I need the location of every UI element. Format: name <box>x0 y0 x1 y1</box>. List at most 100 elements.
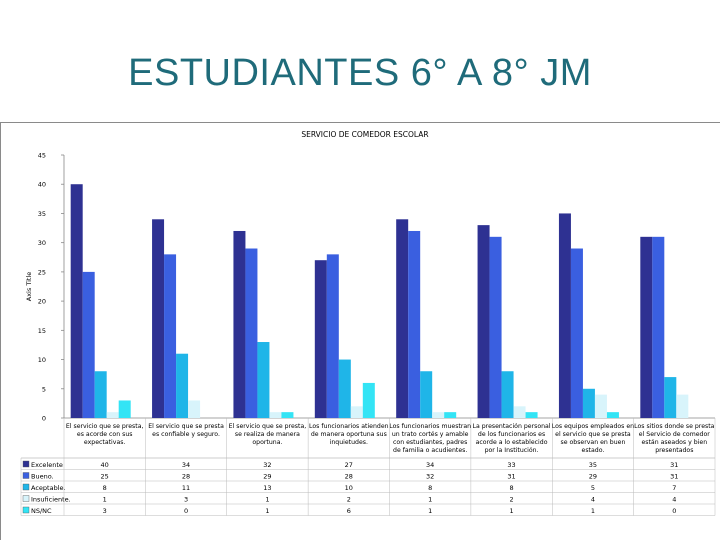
bars <box>70 184 689 418</box>
bar <box>432 412 445 418</box>
table-cell: 33 <box>507 461 515 469</box>
category-label: Los sitios donde se presta el Servicio de… <box>634 423 715 454</box>
table-cell: 3 <box>184 496 188 504</box>
bar <box>477 225 490 418</box>
bar <box>245 248 258 418</box>
table-cell: 8 <box>509 484 513 492</box>
table-cell: 31 <box>670 461 678 469</box>
table-cell: 25 <box>101 473 109 481</box>
bar <box>94 371 107 418</box>
table-cell: 1 <box>428 507 432 515</box>
bar <box>582 388 595 418</box>
bar-chart: SERVICIO DE COMEDOR ESCOLAR Axis Title 0… <box>20 130 716 516</box>
bar <box>82 271 95 418</box>
bar <box>594 394 607 418</box>
y-axis-title: Axis Title <box>25 272 33 301</box>
slide-title: ESTUDIANTES 6° A 8° JM <box>128 52 592 94</box>
bar <box>70 184 83 418</box>
y-tick-label: 25 <box>38 268 46 276</box>
data-table: El servicio que se presta, es acorde con … <box>20 418 716 516</box>
table-cell: 34 <box>182 461 190 469</box>
category-label: El servicio que se presta, se realiza de … <box>229 423 307 446</box>
bar <box>164 254 177 418</box>
bar <box>257 342 270 418</box>
y-tick-label: 10 <box>38 356 46 364</box>
table-cell: 5 <box>591 484 595 492</box>
table-cell: 32 <box>263 461 271 469</box>
table-cell: 29 <box>589 473 597 481</box>
bar <box>233 230 246 418</box>
legend-swatch <box>22 483 30 491</box>
category-label: Los funcionarios muestran un trato cortés… <box>389 423 471 454</box>
bar <box>664 377 677 418</box>
bar <box>396 219 409 418</box>
y-tick-label: 15 <box>38 327 46 335</box>
bar <box>570 248 583 418</box>
table-cell: 8 <box>428 484 432 492</box>
legend-label: Aceptable. <box>31 484 66 492</box>
legend-swatch <box>22 472 30 479</box>
legend-label: Bueno. <box>31 473 54 481</box>
table-cell: 1 <box>103 496 107 504</box>
bar <box>676 394 689 418</box>
y-axis: 0 5 10 15 20 25 30 35 40 45 <box>38 152 715 423</box>
bar <box>326 254 339 418</box>
table-cell: 4 <box>672 496 676 504</box>
bar <box>269 412 282 418</box>
table-cell: 27 <box>345 461 353 469</box>
bar <box>338 359 351 418</box>
legend-swatch <box>22 495 30 502</box>
bar <box>420 371 433 418</box>
table-cell: 31 <box>507 473 515 481</box>
y-tick-label: 5 <box>42 385 46 393</box>
table-cell: 0 <box>672 507 676 515</box>
chart-title: SERVICIO DE COMEDOR ESCOLAR <box>301 130 428 139</box>
bar <box>314 260 327 418</box>
table-cell: 2 <box>509 496 513 504</box>
table-cell: 7 <box>672 484 676 492</box>
bar <box>281 412 294 418</box>
category-label: Los funcionarios atienden de manera oport… <box>309 423 389 446</box>
legend-label: Insuficiente. <box>31 496 71 504</box>
table-cell: 1 <box>591 507 595 515</box>
y-tick-label: 40 <box>38 181 46 189</box>
bar <box>106 412 119 418</box>
bar <box>558 213 571 418</box>
bar <box>513 406 526 418</box>
legend-swatch <box>22 506 30 514</box>
category-label: El servicio que se presta es confiable y … <box>148 423 224 438</box>
bar <box>118 400 131 418</box>
bar <box>362 382 375 418</box>
bar <box>501 371 514 418</box>
table-cell: 3 <box>103 507 107 515</box>
y-tick-label: 30 <box>38 239 46 247</box>
table-cell: 0 <box>184 507 188 515</box>
chart-frame: SERVICIO DE COMEDOR ESCOLAR Axis Title 0… <box>0 122 720 540</box>
table-cell: 32 <box>426 473 434 481</box>
bar <box>444 412 457 418</box>
table-cell: 29 <box>263 473 271 481</box>
category-label: La presentación personal de los funcionar… <box>473 422 551 454</box>
table-cell: 10 <box>345 484 353 492</box>
legend-swatch <box>22 460 30 468</box>
bar <box>489 236 502 418</box>
y-tick-label: 0 <box>42 415 46 423</box>
legend-label: NS/NC <box>31 507 52 515</box>
table-cell: 4 <box>591 496 595 504</box>
table-cell: 28 <box>345 473 353 481</box>
category-label: El servicio que se presta, es acorde con … <box>66 423 144 446</box>
table-cell: 6 <box>347 507 351 515</box>
bar <box>408 230 421 418</box>
table-cell: 1 <box>265 507 269 515</box>
table-cell: 31 <box>670 473 678 481</box>
table-cell: 1 <box>265 496 269 504</box>
bar <box>525 412 538 418</box>
bar <box>640 236 653 418</box>
bar <box>350 406 363 418</box>
y-tick-label: 20 <box>38 298 46 306</box>
table-cell: 28 <box>182 473 190 481</box>
y-tick-label: 35 <box>38 210 46 218</box>
bar <box>176 353 189 418</box>
table-cell: 13 <box>263 484 271 492</box>
bar <box>652 236 665 418</box>
